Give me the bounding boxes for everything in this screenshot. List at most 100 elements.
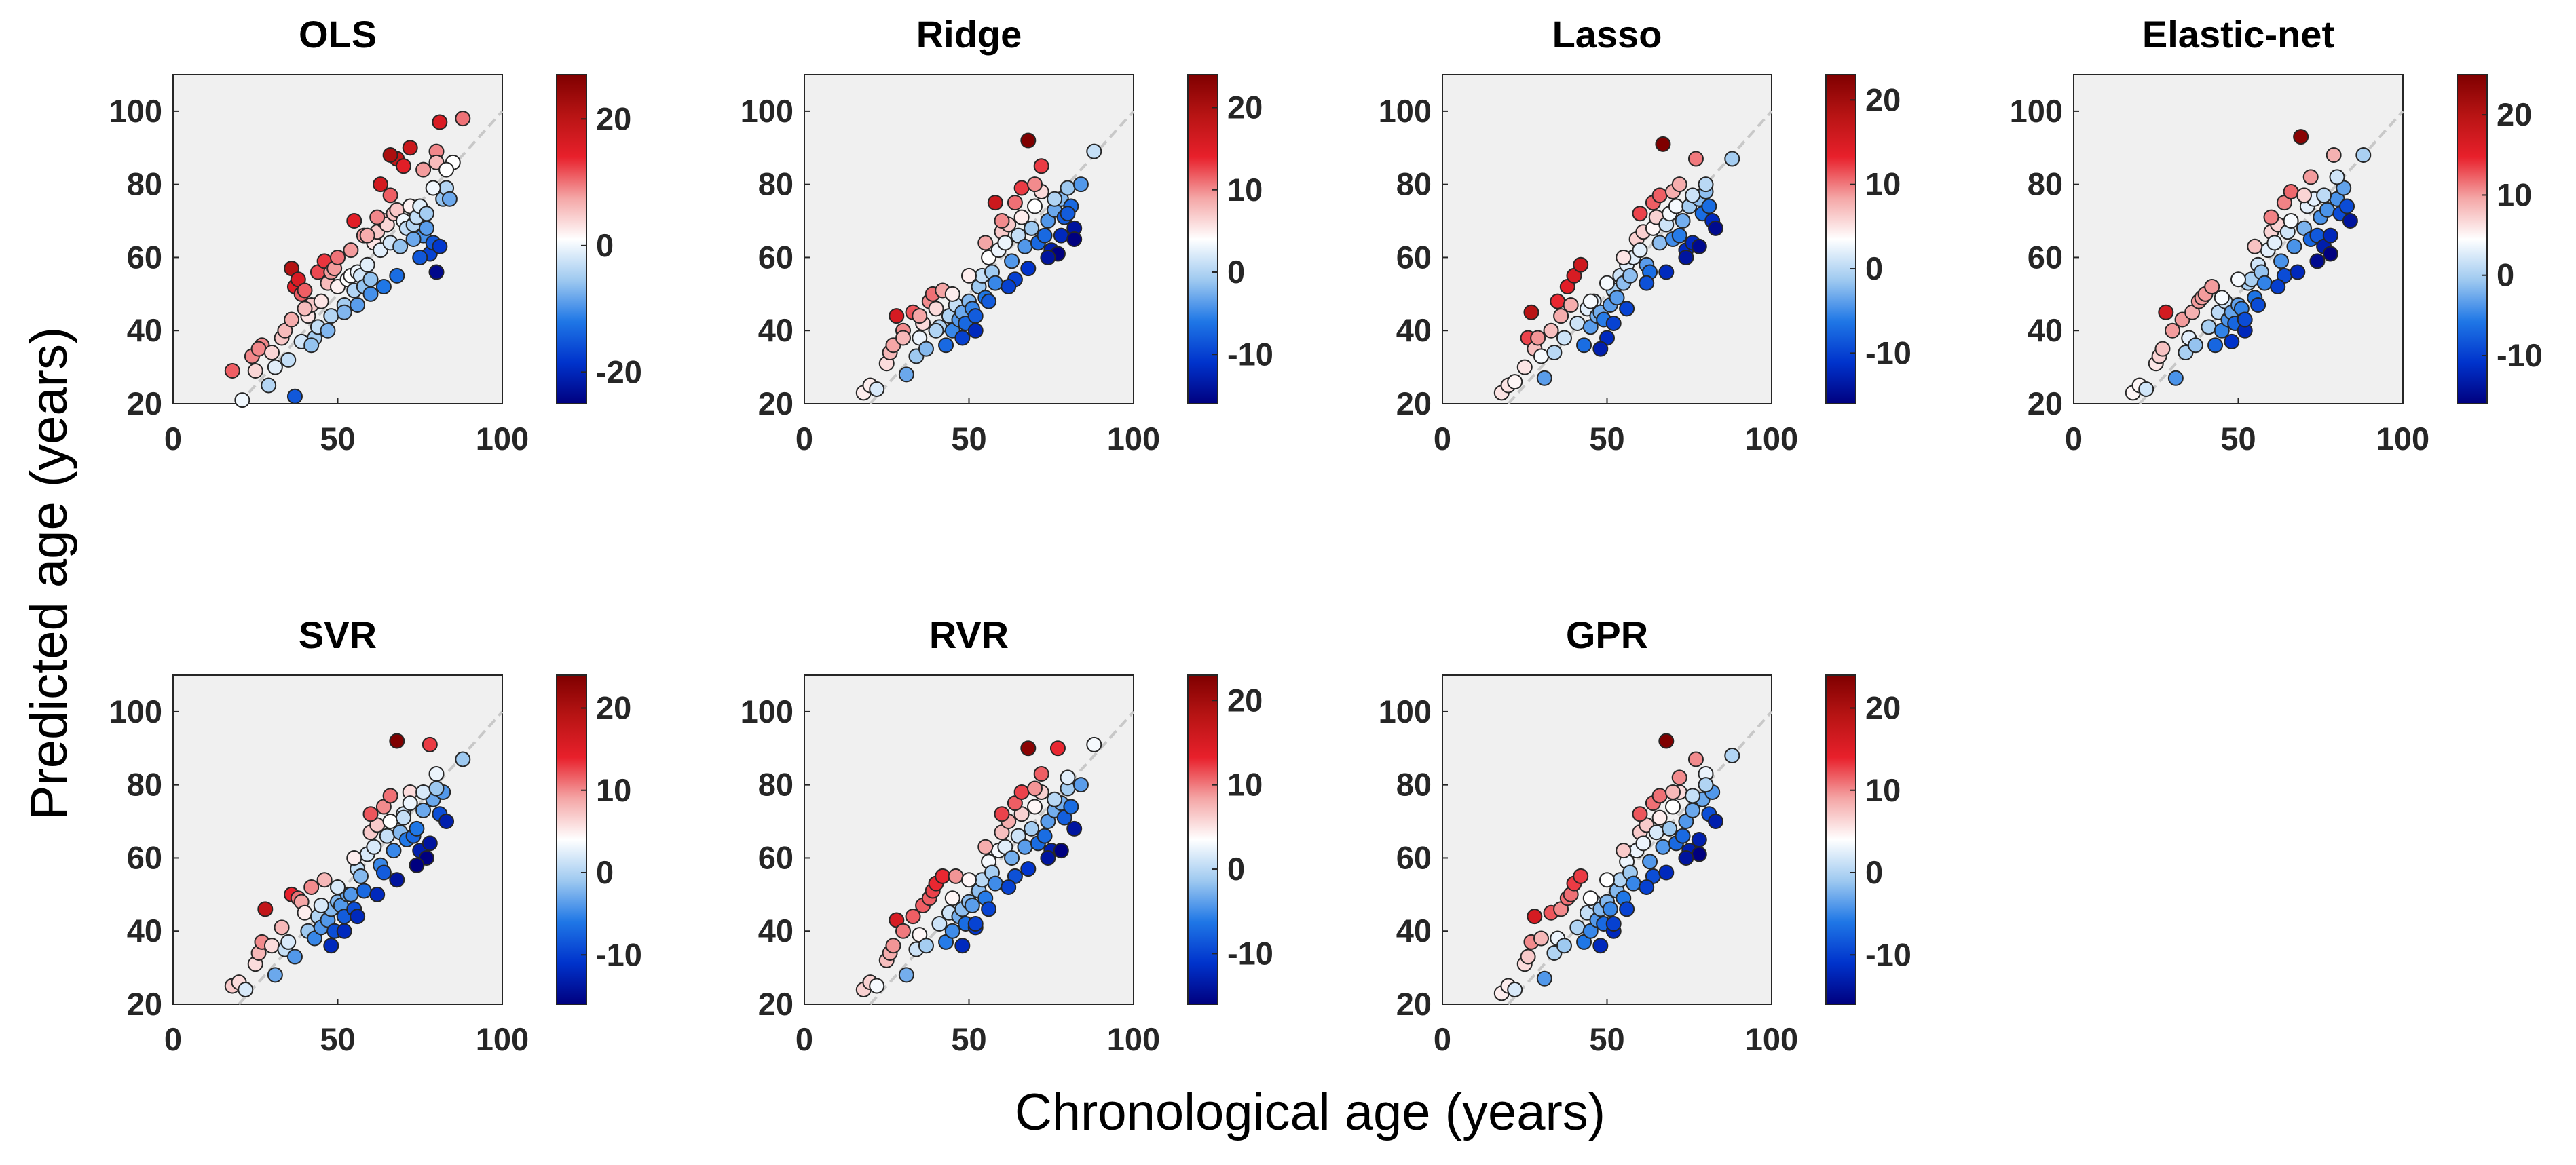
y-tick-label: 80	[758, 166, 794, 202]
scatter-point	[895, 330, 911, 346]
y-tick-label: 100	[741, 93, 794, 129]
scatter-point	[1582, 890, 1599, 906]
scatter-point	[1027, 780, 1043, 797]
y-tick-label: 60	[2028, 239, 2063, 275]
scatter-point	[931, 915, 948, 932]
scatter-point	[297, 282, 313, 299]
scatter-point	[2201, 319, 2217, 335]
y-tick-label: 100	[1379, 93, 1432, 129]
x-tick-label: 100	[476, 1021, 529, 1057]
plot-area	[2073, 74, 2404, 404]
y-tick-label: 40	[127, 913, 162, 949]
scatter-point	[994, 806, 1010, 822]
scatter-point	[1651, 187, 1668, 204]
scatter-point	[1569, 315, 1586, 331]
scatter-point	[1053, 227, 1069, 244]
scatter-point	[1619, 301, 1635, 317]
scatter-point	[382, 788, 398, 804]
x-tick-label: 100	[1745, 421, 1798, 457]
scatter-point	[352, 868, 369, 884]
scatter-point	[1665, 799, 1681, 815]
scatter-point	[948, 868, 964, 884]
y-tick-label: 80	[127, 767, 162, 803]
y-tick-label: 80	[758, 767, 794, 803]
y-tick-label: 40	[1396, 312, 1432, 348]
colorbar-tick-label: 10	[1865, 772, 1901, 808]
scatter-point	[981, 293, 997, 309]
scatter-point	[247, 363, 263, 379]
scatter-point	[961, 872, 977, 888]
scatter-point	[1619, 901, 1635, 917]
scatter-point	[1027, 799, 1043, 815]
scatter-point	[981, 901, 997, 917]
scatter-point	[455, 111, 471, 127]
y-tick-label: 60	[1396, 839, 1432, 875]
scatter-point	[280, 351, 297, 368]
scatter-point	[1523, 304, 1539, 320]
scatter-point	[257, 901, 274, 917]
colorbar-tick-label: 20	[1865, 690, 1901, 726]
scatter-point	[1037, 828, 1053, 844]
shared-y-axis-label: Predicted age (years)	[20, 327, 78, 820]
scatter-point	[869, 381, 885, 397]
scatter-point	[2187, 337, 2203, 354]
colorbar-tick-label: 0	[1865, 250, 1883, 286]
x-tick-label: 50	[951, 421, 986, 457]
panel-2: Lasso 0 50 100 20 40 60 80 100 -10 0 10 20	[1379, 13, 1911, 457]
scatter-point	[954, 330, 971, 346]
scatter-point	[994, 213, 1010, 229]
scatter-point	[987, 195, 1003, 211]
scatter-point	[405, 231, 422, 247]
scatter-point	[1602, 901, 1618, 917]
y-tick-label: 80	[1396, 166, 1432, 202]
scatter-point	[987, 875, 1003, 892]
scatter-point	[389, 267, 405, 284]
scatter-point	[1017, 839, 1033, 855]
colorbar-tick-label: 10	[1227, 172, 1263, 208]
scatter-point	[1625, 875, 1641, 892]
y-tick-label: 20	[1396, 986, 1432, 1022]
scatter-point	[1687, 151, 1704, 167]
scatter-point	[375, 864, 392, 881]
scatter-point	[1698, 176, 1714, 193]
panel-title: GPR	[1566, 613, 1648, 656]
y-tick-label: 60	[758, 239, 794, 275]
scatter-point	[918, 341, 934, 357]
y-tick-label: 100	[109, 693, 162, 729]
scatter-point	[382, 147, 398, 164]
scatter-point	[2263, 209, 2279, 225]
scatter-point	[422, 835, 438, 852]
scatter-point	[961, 267, 977, 284]
scatter-point	[425, 180, 441, 196]
y-tick-label: 60	[127, 839, 162, 875]
scatter-point	[336, 304, 352, 320]
colorbar-tick-label: -10	[2497, 337, 2543, 373]
scatter-point	[1648, 824, 1664, 841]
scatter-point	[1658, 264, 1675, 280]
scatter-point	[1086, 736, 1102, 752]
scatter-point	[1687, 751, 1704, 767]
scatter-point	[938, 337, 954, 354]
scatter-point	[389, 733, 405, 749]
scatter-point	[438, 161, 455, 178]
scatter-point	[316, 872, 333, 888]
x-tick-label: 50	[320, 421, 355, 457]
scatter-point	[412, 249, 428, 265]
scatter-point	[1020, 261, 1037, 277]
scatter-point	[1651, 235, 1668, 251]
y-tick-label: 20	[2028, 385, 2063, 421]
scatter-point	[2339, 198, 2355, 214]
scatter-point	[2290, 264, 2306, 280]
scatter-point	[935, 868, 951, 884]
panel-6: GPR 0 50 100 20 40 60 80 100 -10 0 10 20	[1379, 613, 1911, 1057]
scatter-point	[432, 114, 448, 130]
scatter-point	[428, 264, 445, 280]
scatter-point	[369, 209, 386, 225]
scatter-point	[928, 301, 944, 317]
scatter-point	[1507, 981, 1523, 997]
scatter-point	[977, 235, 994, 251]
scatter-point	[1691, 238, 1707, 254]
y-tick-label: 20	[127, 385, 162, 421]
scatter-point	[379, 828, 395, 844]
y-tick-label: 20	[758, 385, 794, 421]
